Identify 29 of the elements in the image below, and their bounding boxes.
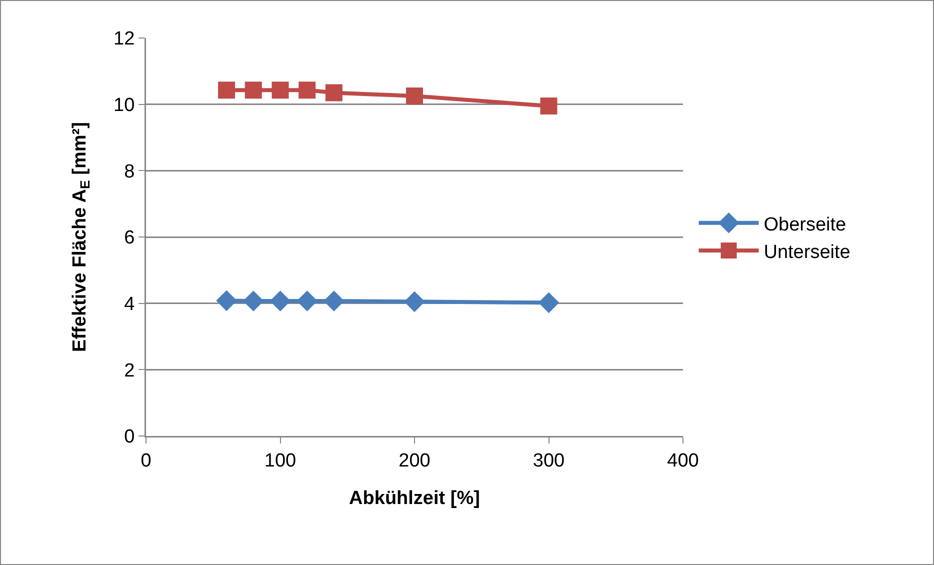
x-tick-label: 100	[264, 450, 296, 472]
y-tick-label: 6	[124, 228, 135, 249]
y-tick-label: 12	[114, 28, 135, 50]
point	[540, 97, 558, 114]
point	[243, 290, 264, 312]
legend-label: Unterseite	[764, 242, 850, 263]
x-tick-label: 200	[398, 450, 430, 472]
y-tick-label: 2	[124, 360, 135, 382]
y-tick-label: 0	[124, 426, 135, 448]
point	[272, 82, 289, 99]
point	[404, 291, 425, 312]
y-tick-label: 4	[124, 294, 136, 315]
point	[216, 290, 237, 312]
point	[244, 82, 262, 99]
x-tick-label: 400	[667, 450, 699, 472]
legend-label: Oberseite	[764, 214, 846, 236]
y-tick-label: 10	[114, 94, 135, 116]
point	[324, 290, 344, 312]
point	[538, 292, 560, 314]
point	[218, 82, 236, 99]
point	[406, 88, 423, 105]
point	[325, 84, 342, 102]
point	[296, 290, 318, 312]
point	[298, 82, 316, 99]
x-tick-label: 300	[532, 450, 565, 472]
point	[270, 290, 291, 312]
y-tick-label: 8	[124, 161, 135, 182]
x-axis-title: Abkühlzeit [%]	[349, 488, 480, 509]
x-tick-label: 0	[140, 450, 152, 472]
